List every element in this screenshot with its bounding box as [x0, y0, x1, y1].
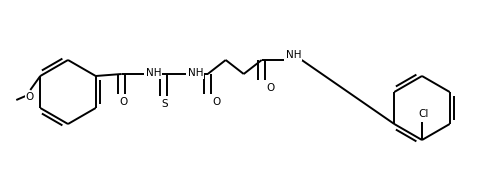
Text: O: O — [25, 92, 33, 102]
Text: O: O — [120, 97, 128, 107]
Text: O: O — [213, 97, 221, 107]
Text: NH: NH — [188, 68, 203, 78]
Text: NH: NH — [146, 68, 162, 78]
Text: Cl: Cl — [419, 109, 429, 119]
Text: S: S — [162, 99, 168, 109]
Text: O: O — [267, 83, 275, 93]
Text: NH: NH — [286, 50, 301, 60]
